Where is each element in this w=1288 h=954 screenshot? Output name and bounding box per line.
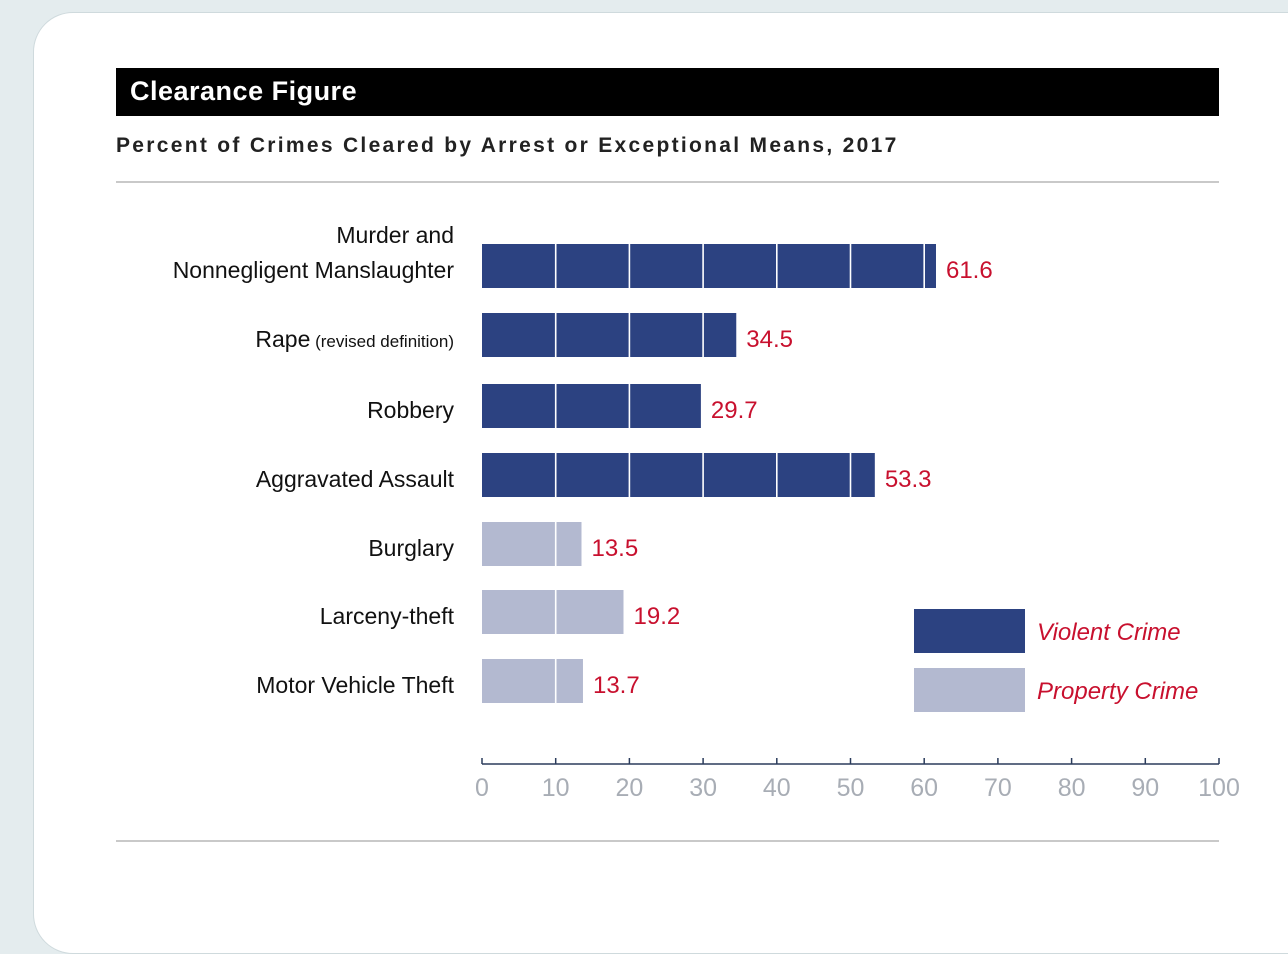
x-tick-label: 90 bbox=[1131, 774, 1159, 802]
x-tick-label: 20 bbox=[615, 774, 643, 802]
x-tick-label: 50 bbox=[837, 774, 865, 802]
bar bbox=[482, 384, 701, 428]
value-label: 13.5 bbox=[591, 535, 638, 562]
value-label: 19.2 bbox=[634, 603, 681, 630]
category-label: Rape (revised definition) bbox=[255, 326, 454, 352]
x-tick-label: 100 bbox=[1198, 774, 1240, 802]
bar bbox=[482, 313, 737, 357]
bar bbox=[482, 453, 875, 497]
category-label: Murder and bbox=[336, 222, 454, 248]
category-label: Burglary bbox=[368, 535, 454, 561]
legend-label: Property Crime bbox=[1037, 678, 1198, 705]
legend-swatch bbox=[914, 609, 1025, 653]
chart-subtitle: Percent of Crimes Cleared by Arrest or E… bbox=[116, 134, 899, 157]
bar bbox=[482, 590, 624, 634]
category-label: Larceny-theft bbox=[320, 603, 455, 629]
x-tick-label: 80 bbox=[1058, 774, 1086, 802]
chart-title: Clearance Figure bbox=[130, 76, 358, 106]
x-tick-label: 40 bbox=[763, 774, 791, 802]
category-label: Nonnegligent Manslaughter bbox=[173, 257, 455, 283]
bottom-divider bbox=[116, 840, 1219, 842]
x-tick-label: 10 bbox=[542, 774, 570, 802]
bar bbox=[482, 244, 936, 288]
top-divider bbox=[116, 181, 1219, 183]
bar bbox=[482, 659, 583, 703]
category-label: Aggravated Assault bbox=[256, 466, 455, 492]
x-tick-label: 60 bbox=[910, 774, 938, 802]
value-label: 61.6 bbox=[946, 257, 993, 284]
value-label: 13.7 bbox=[593, 672, 640, 699]
x-tick-label: 30 bbox=[689, 774, 717, 802]
bar bbox=[482, 522, 582, 566]
value-label: 29.7 bbox=[711, 397, 758, 424]
title-bar: Clearance Figure bbox=[116, 68, 1219, 116]
category-note: (revised definition) bbox=[310, 332, 454, 351]
x-tick-label: 0 bbox=[475, 774, 489, 802]
legend-swatch bbox=[914, 668, 1025, 712]
bar-chart: 61.6 Murder and Nonnegligent Manslaughter 3… bbox=[173, 222, 1240, 802]
value-label: 34.5 bbox=[746, 326, 793, 353]
legend-label: Violent Crime bbox=[1037, 619, 1181, 646]
category-label: Robbery bbox=[367, 397, 454, 423]
category-label: Motor Vehicle Theft bbox=[256, 672, 454, 698]
value-label: 53.3 bbox=[885, 466, 932, 493]
x-tick-label: 70 bbox=[984, 774, 1012, 802]
